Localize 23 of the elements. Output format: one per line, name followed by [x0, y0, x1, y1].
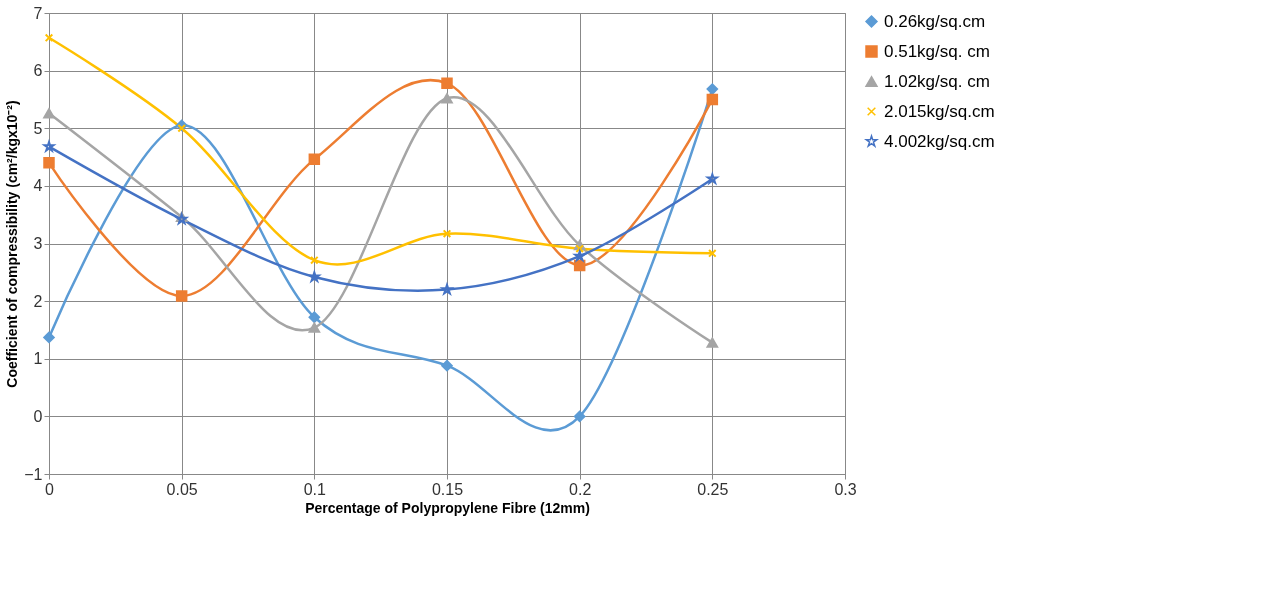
y-axis-title: Coefficient of compressibility (cm²/kgx10⁻²) — [4, 100, 21, 388]
legend-label: 0.51kg/sq. cm — [884, 41, 990, 61]
y-tick-label: 3 — [33, 235, 43, 252]
y-tick-label: −1 — [24, 465, 43, 483]
y-tick-label: 0 — [33, 407, 43, 425]
y-tick-label: 6 — [33, 62, 43, 80]
y-tick-label: 4 — [33, 177, 43, 195]
x-tick-label: 0 — [45, 480, 55, 498]
x-tick-label: 0.25 — [697, 480, 729, 498]
y-tick-label: 1 — [33, 350, 43, 368]
x-tick-label: 0.05 — [166, 480, 198, 498]
x-axis-title: Percentage of Polypropylene Fibre (12mm) — [305, 499, 590, 516]
y-tick-label: 5 — [33, 119, 43, 137]
legend-label: 2.015kg/sq.cm — [884, 101, 995, 121]
legend-label: 4.002kg/sq.cm — [884, 131, 995, 151]
legend-label: 1.02kg/sq. cm — [884, 71, 990, 91]
x-tick-label: 0.3 — [834, 480, 857, 498]
legend-label: 0.26kg/sq.cm — [884, 11, 986, 31]
x-tick-label: 0.2 — [569, 480, 592, 498]
y-tick-label: 2 — [33, 292, 43, 310]
y-tick-label: 7 — [33, 4, 43, 22]
x-tick-label: 0.1 — [303, 480, 327, 498]
x-tick-label: 0.15 — [431, 480, 464, 498]
